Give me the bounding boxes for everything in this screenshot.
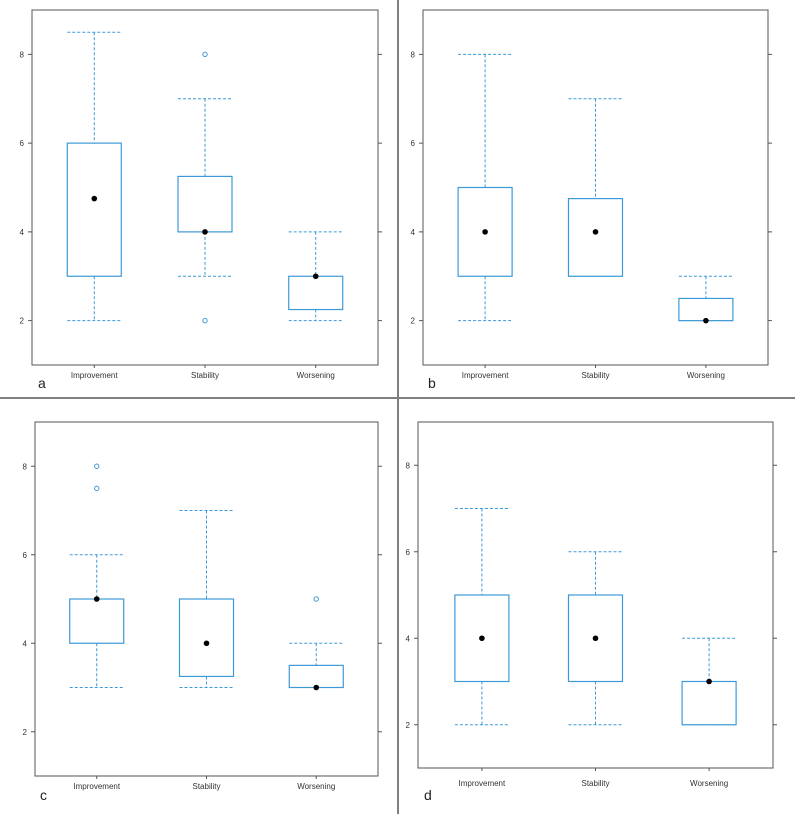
box-stability xyxy=(177,51,233,324)
y-tick-label: 4 xyxy=(411,228,416,237)
outlier-point xyxy=(202,51,208,58)
median-point xyxy=(592,635,599,642)
box-worsening xyxy=(681,637,737,726)
category-label: Improvement xyxy=(459,779,506,788)
iqr-box xyxy=(69,598,125,644)
y-tick-label: 4 xyxy=(20,228,25,237)
median-point xyxy=(91,195,98,202)
box-worsening xyxy=(288,231,344,322)
outlier-point xyxy=(94,463,100,469)
median-point xyxy=(479,635,485,642)
median-point xyxy=(202,229,208,235)
iqr-box xyxy=(288,275,344,311)
y-tick-label: 4 xyxy=(23,639,28,648)
median-point xyxy=(312,273,319,280)
median-point xyxy=(703,317,709,324)
outlier-point xyxy=(202,317,208,324)
iqr-box xyxy=(678,297,734,322)
y-tick-label: 2 xyxy=(411,317,416,326)
box-worsening xyxy=(288,596,344,691)
iqr-box xyxy=(66,142,122,277)
panel-c: 2 4 6 8 Improvement Stability Worsening c xyxy=(23,421,382,803)
y-tick-label: 8 xyxy=(411,50,416,59)
median-point xyxy=(592,229,599,235)
outlier-point xyxy=(313,596,319,602)
y-tick-label: 6 xyxy=(23,551,28,560)
box-improvement xyxy=(457,53,513,322)
panel-label: c xyxy=(40,787,47,803)
box-stability xyxy=(178,510,235,688)
category-label: Improvement xyxy=(71,371,118,380)
y-tick-label: 8 xyxy=(406,461,411,470)
iqr-box xyxy=(454,594,510,683)
category-label: Worsening xyxy=(297,782,335,791)
panel-b: 2 4 6 8 Improvement Stability Worsening b xyxy=(411,9,772,391)
panels: 2 4 6 8 Improvement Stability Worsening a 2 4 6 8 Im… xyxy=(20,9,777,803)
box-stability xyxy=(567,551,624,726)
box-stability xyxy=(567,98,624,277)
iqr-box xyxy=(177,175,233,233)
iqr-box xyxy=(178,598,235,678)
category-label: Worsening xyxy=(687,371,725,380)
category-label: Stability xyxy=(581,371,609,380)
y-tick-label: 6 xyxy=(411,139,416,148)
median-point xyxy=(706,678,712,685)
median-point xyxy=(93,596,100,602)
y-tick-label: 4 xyxy=(406,634,411,643)
y-tick-label: 2 xyxy=(406,721,411,730)
median-point xyxy=(203,640,210,647)
category-label: Stability xyxy=(192,782,220,791)
y-tick-label: 8 xyxy=(20,50,25,59)
panel-label: d xyxy=(424,787,432,803)
box-improvement xyxy=(69,463,125,688)
y-tick-label: 2 xyxy=(20,317,25,326)
category-label: Stability xyxy=(581,779,609,788)
y-tick-label: 2 xyxy=(23,728,28,737)
iqr-box xyxy=(681,680,737,726)
panel-a: 2 4 6 8 Improvement Stability Worsening a xyxy=(20,9,382,391)
y-tick-label: 6 xyxy=(406,548,411,557)
category-label: Stability xyxy=(191,371,219,380)
outlier-point xyxy=(94,485,100,492)
iqr-box xyxy=(567,197,624,277)
category-label: Improvement xyxy=(73,782,120,791)
y-tick-label: 6 xyxy=(20,139,25,148)
category-label: Improvement xyxy=(462,371,509,380)
median-point xyxy=(482,229,488,235)
y-tick-label: 8 xyxy=(23,462,28,471)
iqr-box xyxy=(288,664,344,689)
panel-d: 2 4 6 8 Improvement Stability Worsening d xyxy=(406,421,777,803)
box-improvement xyxy=(66,31,122,322)
median-point xyxy=(313,684,320,691)
category-label: Worsening xyxy=(297,371,335,380)
box-worsening xyxy=(678,275,734,324)
panel-label: a xyxy=(38,375,46,391)
panel-label: b xyxy=(428,375,436,391)
category-label: Worsening xyxy=(690,779,728,788)
box-improvement xyxy=(454,508,510,726)
